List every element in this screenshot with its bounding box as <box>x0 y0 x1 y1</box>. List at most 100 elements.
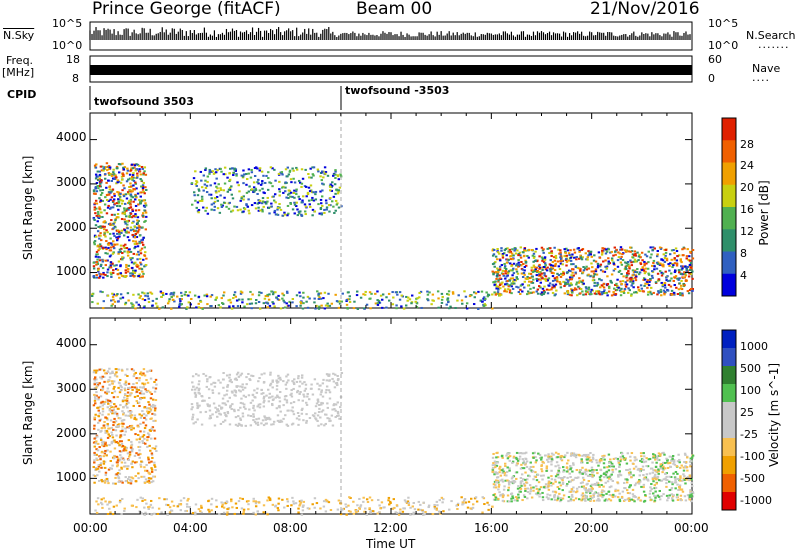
power-cell <box>331 181 334 184</box>
power-cell <box>123 202 127 205</box>
velocity-cell <box>135 452 138 455</box>
power-cell <box>428 291 431 294</box>
power-cell <box>221 204 224 207</box>
power-cell <box>512 254 515 257</box>
power-cell <box>133 247 136 250</box>
velocity-cell <box>662 461 665 464</box>
velocity-cell <box>93 445 96 448</box>
power-cell <box>398 298 402 301</box>
power-cell <box>285 302 288 305</box>
power-cell <box>301 307 305 310</box>
velocity-cell <box>98 455 101 458</box>
velocity-cell <box>152 386 155 389</box>
power-cell <box>134 182 138 185</box>
power-cell <box>553 264 557 267</box>
power-cell <box>571 291 574 294</box>
power-cell <box>200 199 204 202</box>
velocity-cell <box>300 409 304 412</box>
power-cell <box>635 271 639 274</box>
velocity-cell <box>116 472 120 475</box>
velocity-cell <box>120 386 123 389</box>
power-cell <box>95 250 99 253</box>
velocity-cell <box>603 454 606 457</box>
power-cell <box>494 261 497 264</box>
power-cell <box>680 268 683 271</box>
velocity-cell <box>317 411 321 414</box>
velocity-cell <box>672 462 675 465</box>
power-cell <box>556 260 560 263</box>
power-cell <box>138 240 141 243</box>
power-cell <box>121 275 124 278</box>
power-cell <box>134 307 137 310</box>
velocity-cell <box>93 416 97 419</box>
power-cell <box>325 208 328 211</box>
velocity-cell <box>639 480 642 483</box>
power-cell <box>559 286 563 289</box>
power-cell <box>503 288 507 291</box>
velocity-cell <box>115 465 119 468</box>
velocity-cell <box>617 461 621 464</box>
power-cell <box>511 282 515 285</box>
velocity-cell <box>496 479 499 482</box>
power-cell <box>136 245 140 248</box>
power-cell <box>276 208 279 211</box>
power-cell <box>215 296 219 299</box>
power-cell <box>254 207 258 210</box>
power-cell <box>136 258 139 261</box>
velocity-cell <box>127 458 130 461</box>
velocity-cell <box>100 377 103 380</box>
velocity-cell <box>196 418 199 421</box>
power-cell <box>295 193 298 196</box>
velocity-cell <box>526 487 529 490</box>
power-cell <box>677 278 680 281</box>
power-cell <box>440 298 444 301</box>
power-cell <box>526 293 529 296</box>
velocity-cell <box>297 377 300 380</box>
power-cell <box>144 228 148 231</box>
power-cell <box>287 212 290 215</box>
power-cell <box>265 174 268 177</box>
power-cell <box>128 177 132 180</box>
power-cell <box>310 191 314 194</box>
velocity-cell <box>674 470 678 473</box>
velocity-cell <box>280 420 284 423</box>
velocity-cell <box>544 483 548 486</box>
power-cell <box>187 301 190 304</box>
velocity-cell <box>491 456 495 459</box>
power-cell <box>598 265 602 268</box>
power-cell <box>326 302 329 305</box>
power-cell <box>141 212 145 215</box>
velocity-cell <box>197 389 201 392</box>
power-cell <box>447 301 450 304</box>
velocity-cell <box>107 402 110 405</box>
velocity-cell <box>143 396 146 399</box>
power-cell <box>544 268 548 271</box>
velocity-cell <box>111 382 114 385</box>
velocity-cell <box>261 419 265 422</box>
velocity-cell <box>325 379 329 382</box>
power-cell <box>222 291 226 294</box>
power-cell <box>317 307 321 310</box>
power-cell <box>616 285 619 288</box>
power-cell <box>503 265 507 268</box>
velocity-cell <box>94 402 97 405</box>
power-cell <box>501 256 505 259</box>
power-cell <box>289 195 292 198</box>
power-cell <box>616 278 619 281</box>
velocity-cell <box>121 457 125 460</box>
velocity-cell <box>213 424 217 427</box>
velocity-cell <box>97 398 100 401</box>
power-cell <box>203 294 206 297</box>
velocity-cell <box>585 458 589 461</box>
velocity-cell <box>546 493 549 496</box>
velocity-cell <box>144 388 147 391</box>
power-cell <box>323 291 327 294</box>
power-cell <box>552 285 556 288</box>
power-cell <box>274 213 278 216</box>
velocity-cell <box>107 390 111 393</box>
velocity-cell <box>93 459 96 462</box>
velocity-cell <box>501 467 505 470</box>
power-cell <box>553 269 557 272</box>
velocity-cell <box>592 495 596 498</box>
power-cell <box>299 295 302 298</box>
